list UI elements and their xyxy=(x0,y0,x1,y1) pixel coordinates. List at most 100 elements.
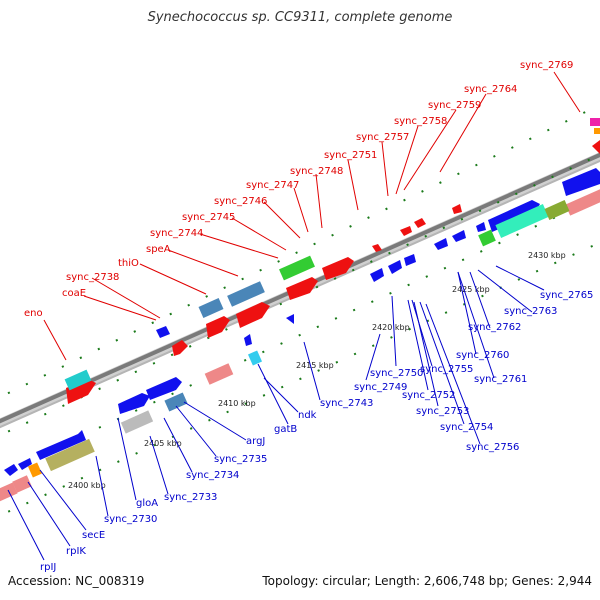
scale-label: 2415 kbp xyxy=(296,361,334,370)
label-sync-2765: sync_2765 xyxy=(540,290,593,301)
feature-orange xyxy=(594,128,600,134)
gene-sync-2751 xyxy=(372,244,382,252)
label-sync-2760: sync_2760 xyxy=(456,350,509,361)
label-thiO: thiO xyxy=(118,258,139,269)
label-coaE: coaE xyxy=(62,288,86,299)
label-eno: eno xyxy=(24,308,43,319)
scale-label: 2400 kbp xyxy=(68,481,106,490)
feature-olive-2 xyxy=(544,200,570,220)
gene-sync-2733 xyxy=(156,326,170,338)
gene-sync-2769 xyxy=(592,140,600,154)
label-sync-2758: sync_2758 xyxy=(394,116,447,127)
gene-speA xyxy=(236,302,270,328)
track-guides xyxy=(0,103,600,517)
label-gatB: gatB xyxy=(274,424,297,435)
label-sync-2746: sync_2746 xyxy=(214,196,267,207)
feature-pink-4 xyxy=(12,475,32,493)
gene-thiO xyxy=(206,316,230,338)
label-speA: speA xyxy=(146,244,171,255)
label-sync-2738: sync_2738 xyxy=(66,272,119,283)
label-sync-2749: sync_2749 xyxy=(354,382,407,393)
feature-olive xyxy=(45,438,95,472)
forward-outer-track xyxy=(0,103,600,399)
feature-green-1 xyxy=(279,255,315,281)
label-sync-2733: sync_2733 xyxy=(164,492,217,503)
reverse-labels xyxy=(7,265,545,561)
label-sync-2730: sync_2730 xyxy=(104,514,157,525)
feature-steel-1 xyxy=(198,298,224,318)
gene-sync-2764 xyxy=(452,204,462,214)
label-sync-2759: sync_2759 xyxy=(428,100,481,111)
gene-sync-2730 xyxy=(118,393,150,414)
feature-steel-2 xyxy=(227,281,265,307)
accession-text: Accession: NC_008319 xyxy=(8,574,145,588)
gene-rpIK xyxy=(18,458,32,470)
label-sync-2752: sync_2752 xyxy=(402,390,455,401)
label-sync-2754: sync_2754 xyxy=(440,422,493,433)
feature-gray xyxy=(120,410,154,434)
forward-labels xyxy=(43,71,581,361)
label-sync-2745: sync_2745 xyxy=(182,212,235,223)
gene-sync-2744 xyxy=(286,277,318,300)
reverse-inner-track xyxy=(0,195,600,475)
gene-sync-2765 xyxy=(562,168,600,196)
scale-label: 2430 kbp xyxy=(528,251,566,260)
label-sync-2756: sync_2756 xyxy=(466,442,519,453)
feature-orange-2 xyxy=(27,462,43,478)
gene-sync-2752 xyxy=(388,260,402,274)
map-title: Synechococcus sp. CC9311, complete genom… xyxy=(147,10,453,25)
label-sync-2769: sync_2769 xyxy=(520,60,573,71)
gene-rpIJ xyxy=(4,464,18,476)
label-sync-2757: sync_2757 xyxy=(356,132,409,143)
gene-coaE xyxy=(172,340,188,356)
feature-pink-2 xyxy=(565,188,600,216)
genome-stats: Topology: circular; Length: 2,606,748 bp… xyxy=(262,574,592,588)
feature-green-2 xyxy=(478,229,496,247)
label-sync-2755: sync_2755 xyxy=(420,364,473,375)
gene-secE xyxy=(36,430,86,460)
feature-pink-1 xyxy=(204,363,234,385)
feature-steel-3 xyxy=(164,392,188,412)
gene-sync-2746 xyxy=(322,257,354,280)
label-gloA: gloA xyxy=(136,498,158,509)
gene-sync-2758 xyxy=(414,218,426,228)
feature-pink-3 xyxy=(0,482,18,502)
gene-sync-2754 xyxy=(404,254,416,266)
gene-sync-2749 xyxy=(370,268,384,282)
forward-features xyxy=(64,118,600,404)
feature-cyan-2 xyxy=(247,350,263,366)
label-sync-2764: sync_2764 xyxy=(464,84,517,95)
label-sync-2744: sync_2744 xyxy=(150,228,203,239)
label-sync-2750: sync_2750 xyxy=(370,368,423,379)
forward-label-text: eno coaE sync_2738 thiO speA sync_2744 s… xyxy=(24,60,573,319)
gene-sync-2757 xyxy=(400,226,412,236)
feature-aqua xyxy=(495,204,549,238)
label-rpIJ: rpIJ xyxy=(40,562,56,573)
scale-label: 2410 kbp xyxy=(218,399,256,408)
label-sync-2734: sync_2734 xyxy=(186,470,239,481)
reverse-outer-track xyxy=(0,241,600,517)
gene-sync-2762 xyxy=(476,222,486,232)
feature-cyan-1 xyxy=(64,369,92,391)
label-sync-2748: sync_2748 xyxy=(290,166,343,177)
label-sync-2761: sync_2761 xyxy=(474,374,527,385)
label-sync-2747: sync_2747 xyxy=(246,180,299,191)
label-ndk: ndk xyxy=(298,410,317,421)
scale-label: 2405 kbp xyxy=(144,439,182,448)
gene-sync-2760 xyxy=(434,238,448,250)
label-sync-2743: sync_2743 xyxy=(320,398,373,409)
scale-label: 2420 kbp xyxy=(372,323,410,332)
scale-label: 2425 kbp xyxy=(452,285,490,294)
gene-gloA xyxy=(146,377,182,400)
reverse-label-text: rpIJ rpIK secE sync_2730 gloA sync_2733 … xyxy=(40,290,593,573)
label-sync-2735: sync_2735 xyxy=(214,454,267,465)
gene-gatB xyxy=(286,314,294,324)
label-sync-2763: sync_2763 xyxy=(504,306,557,317)
label-rpIK: rpIK xyxy=(66,546,86,557)
gene-argJ xyxy=(244,334,252,346)
feature-magenta xyxy=(590,118,600,126)
label-sync-2753: sync_2753 xyxy=(416,406,469,417)
label-secE: secE xyxy=(82,530,105,541)
scale-labels: 2400 kbp 2405 kbp 2410 kbp 2415 kbp 2420… xyxy=(68,251,566,490)
